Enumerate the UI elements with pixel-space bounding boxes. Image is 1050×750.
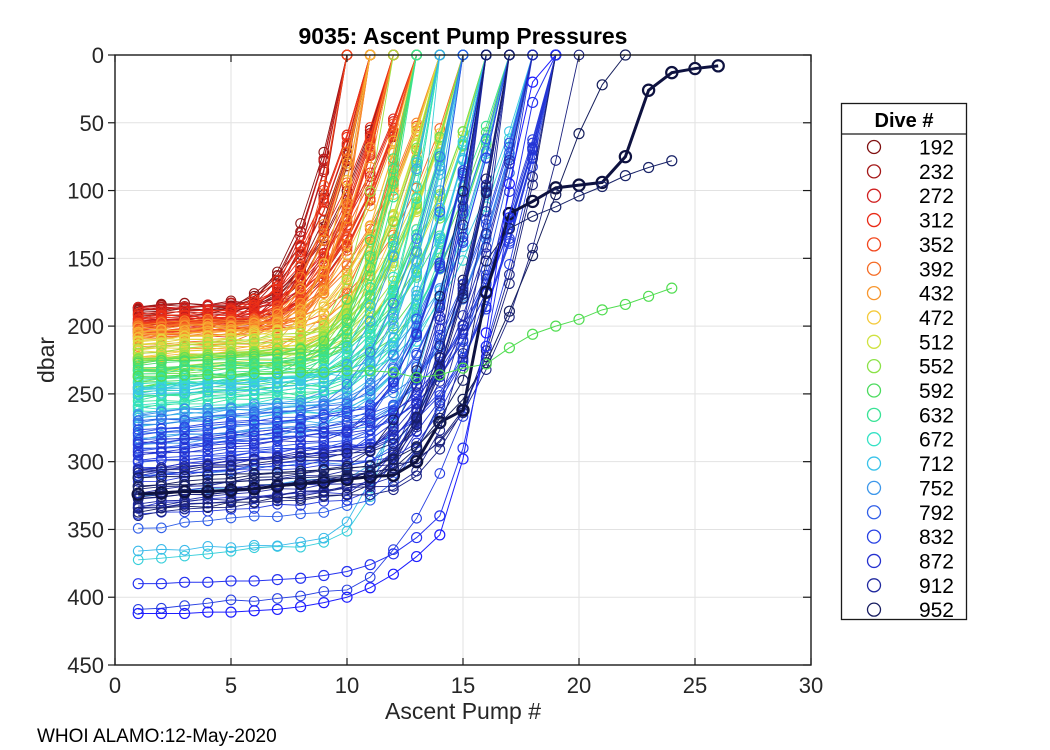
legend-marker-circle: [866, 310, 882, 325]
legend-marker-circle: [866, 188, 882, 203]
legend-entry-label: 592: [919, 380, 954, 403]
legend-entry-label: 392: [919, 258, 954, 281]
svg-text:0: 0: [109, 673, 121, 698]
svg-text:150: 150: [67, 246, 104, 271]
chart-title: 9035: Ascent Pump Pressures: [299, 23, 628, 49]
legend-entry-label: 872: [919, 550, 954, 573]
svg-text:10: 10: [335, 673, 359, 698]
legend-marker-circle: [866, 505, 882, 520]
legend-marker-circle: [866, 602, 882, 617]
legend-marker-circle: [866, 237, 882, 252]
legend-marker-circle: [866, 358, 882, 374]
legend-entry-label: 352: [919, 234, 954, 257]
legend-entry-label: 752: [919, 477, 954, 500]
legend-entry-label: 552: [919, 356, 954, 379]
svg-text:15: 15: [451, 673, 475, 698]
legend-entry-label: 712: [919, 453, 954, 476]
axes: [108, 54, 812, 666]
legend-title: Dive #: [875, 110, 934, 132]
svg-text:450: 450: [67, 653, 104, 678]
legend: Dive # 192232272312352392432472512552592…: [840, 102, 968, 622]
svg-text:400: 400: [67, 585, 104, 610]
x-axis-label: Ascent Pump #: [385, 698, 541, 724]
legend-marker-circle: [866, 261, 882, 276]
svg-text:5: 5: [225, 673, 237, 698]
svg-text:50: 50: [80, 111, 104, 136]
legend-marker-circle: [866, 407, 882, 423]
legend-entry-label: 192: [919, 137, 954, 160]
legend-box: [840, 102, 968, 621]
legend-marker-circle: [866, 456, 882, 471]
legend-entry-label: 832: [919, 526, 954, 549]
svg-text:100: 100: [67, 179, 104, 204]
legend-marker-circle: [866, 334, 882, 349]
legend-entry-label: 792: [919, 502, 954, 525]
legend-entry-label: 272: [919, 185, 954, 208]
legend-entry-label: 232: [919, 161, 954, 184]
legend-entry-label: 512: [919, 331, 954, 354]
legend-marker-circle: [866, 139, 882, 155]
legend-marker-circle: [866, 383, 882, 398]
svg-text:20: 20: [567, 673, 591, 698]
watermark-text: WHOI ALAMO:12-May-2020: [37, 726, 277, 747]
legend-marker-circle: [866, 480, 882, 496]
legend-marker-circle: [866, 529, 882, 544]
legend-marker-circle: [866, 212, 882, 228]
legend-entry-label: 472: [919, 307, 954, 330]
svg-text:30: 30: [799, 673, 823, 698]
legend-entries: 1922322723123523924324725125525926326727…: [866, 137, 954, 622]
legend-marker-circle: [866, 432, 882, 447]
legend-marker-circle: [866, 553, 882, 569]
legend-entry-label: 632: [919, 404, 954, 427]
svg-text:350: 350: [67, 517, 104, 542]
legend-marker-circle: [866, 164, 882, 179]
legend-entry-label: 312: [919, 210, 954, 233]
svg-text:0: 0: [92, 43, 104, 68]
svg-text:25: 25: [683, 673, 707, 698]
svg-text:300: 300: [67, 450, 104, 475]
svg-text:200: 200: [67, 314, 104, 339]
legend-marker-circle: [866, 285, 882, 301]
legend-entry-label: 432: [919, 283, 954, 306]
dive-series-layer: [131, 49, 725, 620]
legend-entry-label: 912: [919, 575, 954, 598]
y-axis-label: dbar: [33, 337, 59, 383]
legend-entry-label: 672: [919, 429, 954, 452]
legend-entry-label: 952: [919, 599, 954, 622]
legend-marker-circle: [866, 578, 882, 593]
svg-text:250: 250: [67, 382, 104, 407]
